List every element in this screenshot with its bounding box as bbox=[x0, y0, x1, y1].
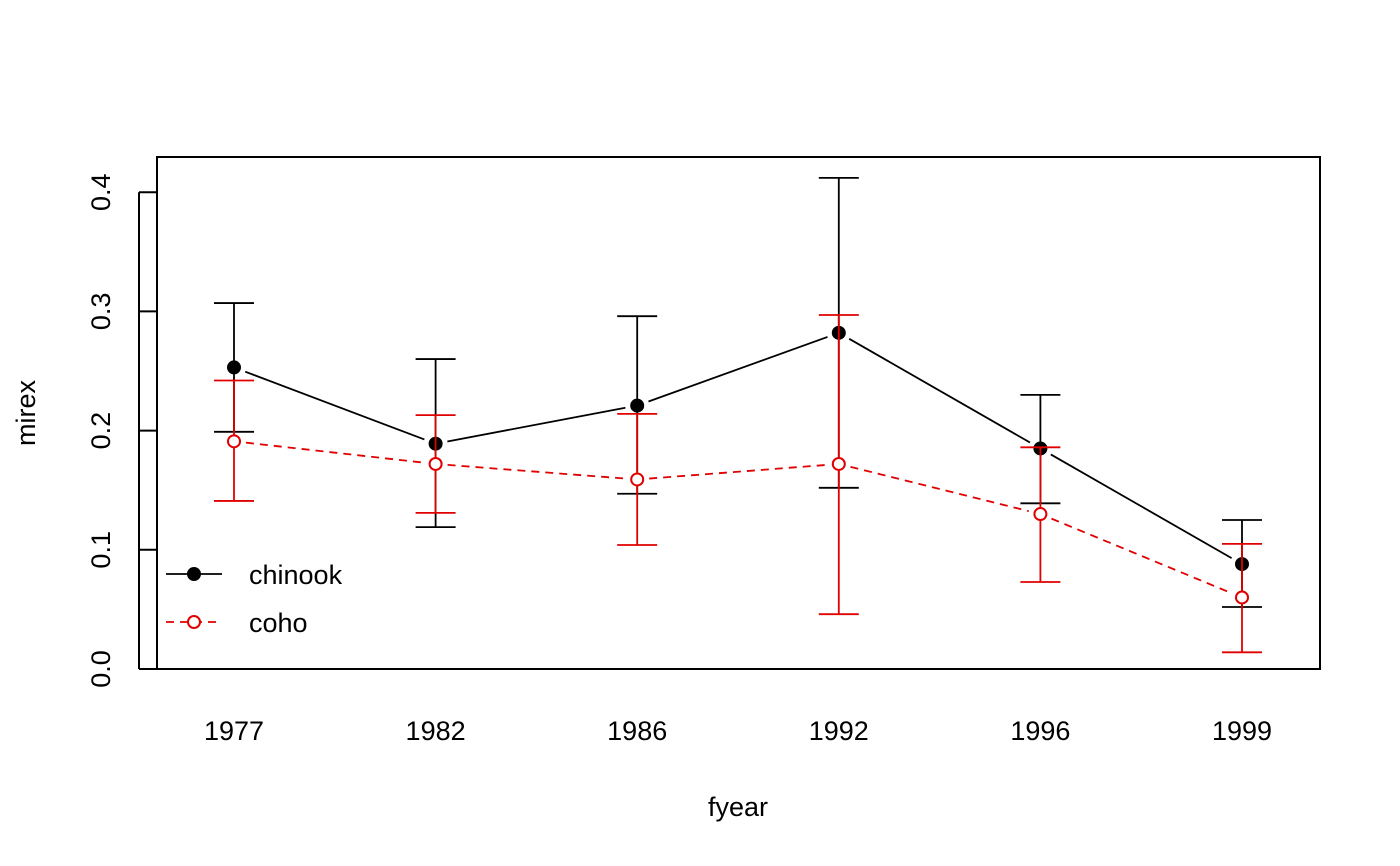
coho-point bbox=[630, 472, 645, 487]
series-chinook bbox=[214, 176, 1262, 608]
x-tick-label: 1977 bbox=[204, 716, 264, 746]
y-axis-title: mirex bbox=[11, 380, 41, 446]
y-tick-label: 0.3 bbox=[86, 293, 116, 331]
series-coho bbox=[214, 314, 1262, 654]
plot-frame bbox=[156, 156, 1321, 670]
y-tick-label: 0.4 bbox=[86, 173, 116, 211]
y-tick-label: 0.0 bbox=[86, 650, 116, 688]
y-tick-label: 0.1 bbox=[86, 531, 116, 569]
legend-marker-coho bbox=[187, 615, 201, 629]
chinook-segment bbox=[648, 336, 828, 403]
chinook-point bbox=[630, 398, 645, 413]
legend-marker-chinook bbox=[187, 567, 201, 581]
x-tick-label: 1999 bbox=[1212, 716, 1272, 746]
coho-point bbox=[831, 456, 846, 471]
legend-label-coho: coho bbox=[249, 608, 308, 638]
y-axis: 0.0 0.1 0.2 0.3 0.4 bbox=[86, 173, 157, 688]
chinook-segment bbox=[447, 406, 626, 443]
chinook-segment bbox=[848, 338, 1031, 444]
x-tick-label: 1982 bbox=[406, 716, 466, 746]
series-layer bbox=[214, 176, 1262, 654]
x-tick-label: 1992 bbox=[809, 716, 869, 746]
chinook-segment bbox=[244, 370, 425, 441]
coho-point bbox=[227, 434, 241, 449]
coho-point bbox=[1033, 507, 1048, 522]
legend-label-chinook: chinook bbox=[249, 560, 343, 590]
chinook-segment bbox=[1050, 453, 1233, 559]
coho-segment bbox=[850, 465, 1029, 513]
x-tick-label: 1986 bbox=[607, 716, 667, 746]
x-axis: 1977 1982 1986 1992 1996 1999 bbox=[204, 716, 1272, 746]
coho-segment bbox=[1051, 517, 1232, 594]
coho-segment bbox=[447, 463, 626, 480]
coho-segment bbox=[649, 463, 827, 480]
x-tick-label: 1996 bbox=[1010, 716, 1070, 746]
chinook-point bbox=[227, 360, 241, 375]
legend: chinook coho bbox=[166, 560, 343, 638]
coho-segment bbox=[245, 441, 424, 464]
coho-point bbox=[428, 456, 443, 471]
coho-point bbox=[1235, 590, 1249, 605]
y-tick-label: 0.2 bbox=[86, 412, 116, 450]
x-axis-title: fyear bbox=[708, 792, 768, 822]
